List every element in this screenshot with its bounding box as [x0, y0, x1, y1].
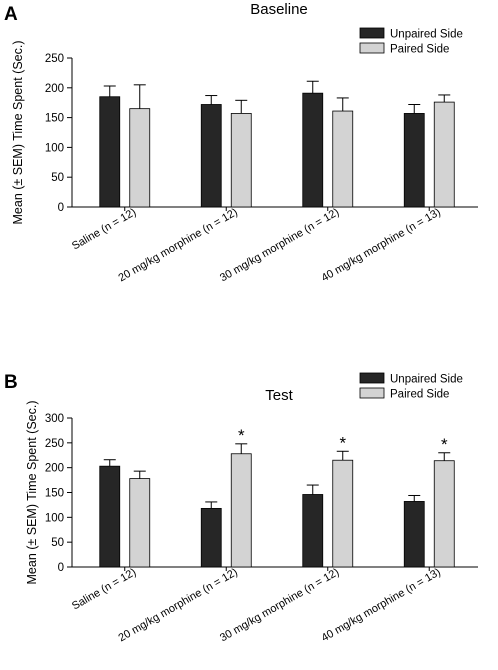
panel-letter: B	[4, 372, 18, 393]
y-tick-label: 200	[45, 83, 64, 95]
legend-swatch	[359, 387, 385, 399]
y-tick-label: 50	[51, 172, 64, 184]
significance-marker: *	[339, 433, 346, 452]
y-axis-label: Mean (± SEM) Time Spent (Sec.)	[25, 401, 39, 585]
bar	[302, 494, 324, 568]
y-tick-label: 0	[58, 202, 64, 214]
bar	[302, 92, 324, 208]
y-tick-label: 150	[45, 488, 64, 500]
panel-letter: A	[4, 4, 18, 25]
legend-swatch	[359, 27, 385, 39]
chart-panel-a: A Baseline 0 50 100 150 200 250 Mean (± SEM) Tim…	[4, 1, 478, 284]
bar	[230, 453, 252, 568]
y-axis-label: Mean (± SEM) Time Spent (Sec.)	[11, 41, 25, 225]
y-tick-label: 250	[45, 438, 64, 450]
y-tick-label: 150	[45, 113, 64, 125]
bar	[433, 101, 455, 208]
y-tick-label: 100	[45, 512, 64, 524]
bar	[129, 108, 151, 208]
bar	[230, 113, 252, 208]
x-tick-label: Saline (n = 12)	[70, 566, 138, 612]
bar	[200, 104, 222, 208]
legend-swatch	[359, 42, 385, 54]
bar	[433, 460, 455, 568]
y-tick-label: 50	[51, 537, 64, 549]
y-tick-label: 300	[45, 413, 64, 425]
significance-marker: *	[238, 426, 245, 445]
bar	[403, 113, 425, 208]
bar	[332, 459, 354, 568]
y-tick-label: 100	[45, 142, 64, 154]
legend-label: Unpaired Side	[390, 29, 463, 41]
chart-panel-b: B Test 0 50 100 150 200 250 300 Mean (± SEM) Time…	[4, 372, 478, 644]
legend-label: Paired Side	[390, 389, 449, 401]
legend-label: Paired Side	[390, 44, 449, 56]
chart-title: Test	[265, 387, 293, 404]
bar	[99, 96, 121, 208]
x-tick-label: Saline (n = 12)	[70, 206, 138, 252]
bar	[129, 478, 151, 568]
significance-marker: *	[441, 435, 448, 454]
y-tick-label: 250	[45, 53, 64, 65]
bar	[99, 465, 121, 568]
legend-label: Unpaired Side	[390, 374, 463, 386]
y-tick-label: 0	[58, 562, 64, 574]
y-tick-label: 200	[45, 463, 64, 475]
bar	[403, 501, 425, 568]
bar	[200, 507, 222, 568]
chart-title: Baseline	[250, 1, 308, 18]
bar	[332, 110, 354, 208]
legend-swatch	[359, 372, 385, 384]
